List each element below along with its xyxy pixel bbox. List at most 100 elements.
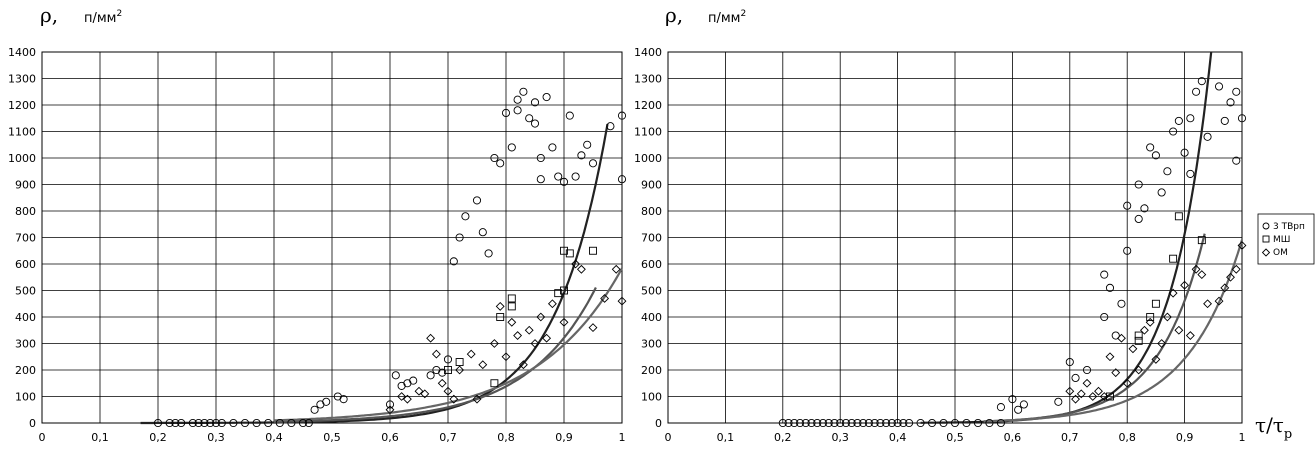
right-chart-diamond-point <box>1105 352 1115 362</box>
right-chart-xlabel: τ/τp <box>1255 413 1292 442</box>
left-chart-circle-point <box>264 418 273 428</box>
right-chart-circle-point <box>1065 357 1074 367</box>
right-chart-x-tick-label: 0,3 <box>831 431 849 444</box>
right-chart-y-tick-label: 900 <box>641 179 662 192</box>
right-chart-circle-point <box>916 418 925 428</box>
left-chart-x-tick-label: 0,8 <box>497 431 515 444</box>
left-chart-diamond-point <box>397 392 407 401</box>
left-chart-circle-point <box>275 418 284 428</box>
left-chart-x-tick-label: 0,7 <box>439 431 457 444</box>
right-chart-circle-point <box>985 418 994 428</box>
right-chart-x-tick-label: 0 <box>665 431 672 444</box>
right-chart-diamond-point <box>1231 264 1241 274</box>
left-chart-circle-point <box>554 172 563 181</box>
legend-label-1: МШ <box>1273 235 1290 245</box>
left-chart-circle-point <box>443 355 453 364</box>
left-chart-diamond-point <box>385 405 395 415</box>
right-chart-ticks: 0 0,1 0,2 0,3 0,4 0,5 0,6 0,7 0,8 0,9 1 0 100 200 300 4… <box>634 46 1246 444</box>
left-chart-diamond-point <box>547 299 557 309</box>
right-chart-circle-point <box>1123 201 1132 210</box>
right-chart-circle-point <box>1174 116 1183 125</box>
right-chart-y-tick-label: 800 <box>641 205 662 218</box>
right-chart-circle-point <box>1134 214 1143 223</box>
left-chart-x-tick-label: 0,5 <box>323 431 341 444</box>
right-chart-circle-point <box>1123 246 1132 255</box>
right-chart-circle-point <box>887 418 896 428</box>
right-chart-diamond-point <box>1117 333 1126 343</box>
left-chart-diamond-point <box>571 259 581 269</box>
right-chart-circle-point <box>1146 143 1155 152</box>
right-chart-circle-point <box>1134 180 1143 189</box>
left-chart-y-tick-label: 400 <box>15 311 36 324</box>
left-chart-circle-point <box>211 418 221 428</box>
left-chart-square-point <box>507 302 516 311</box>
right-chart-x-tick-label: 0,9 <box>1176 431 1194 444</box>
right-chart-circle-point <box>1157 188 1166 197</box>
left-chart-diamond-point <box>507 317 517 327</box>
left-chart-diamond-point <box>426 333 436 343</box>
right-chart-diamond-point <box>1088 392 1098 401</box>
left-chart-square-point <box>560 286 568 295</box>
right-chart-diamond-point <box>1122 378 1132 388</box>
left-chart-yunit: п/мм2 <box>84 9 122 26</box>
legend-box <box>1257 213 1315 265</box>
left-chart-circle-point <box>501 108 511 117</box>
left-chart-circle-point <box>287 418 296 428</box>
left-chart-circle-point <box>298 418 308 428</box>
left-chart-diamond-point <box>542 333 552 343</box>
right-chart-circle-point <box>927 418 937 428</box>
right-chart-square-point <box>1169 254 1178 263</box>
right-chart-circle-point <box>807 418 816 428</box>
right-chart-x-tick-label: 0,6 <box>1004 431 1022 444</box>
left-chart-circle-point <box>322 397 331 406</box>
right-chart-diamond-point <box>1151 354 1161 364</box>
left-chart-circle-point <box>583 140 592 149</box>
left-chart-square-point <box>560 246 568 255</box>
left-chart-x-tick-label: 0,1 <box>91 431 109 444</box>
right-chart-circle-point <box>836 418 845 428</box>
left-chart-circle-point <box>409 376 418 385</box>
right-chart-circle-point <box>1117 299 1126 308</box>
left-chart-y-tick-label: 800 <box>15 205 36 218</box>
right-chart-circle-point <box>876 418 885 428</box>
right-chart-diamond-point <box>1185 331 1195 340</box>
left-chart-circle-point <box>478 228 487 237</box>
right-chart-y-tick-label: 1300 <box>634 73 662 86</box>
left-chart-square-point <box>496 313 505 321</box>
right-chart-y-tick-label: 200 <box>641 364 662 377</box>
right-chart-circle-point <box>1105 283 1115 292</box>
right-chart-diamond-point <box>1111 368 1121 378</box>
left-chart-y-tick-label: 500 <box>15 285 36 298</box>
left-chart-square-point <box>589 246 597 255</box>
left-chart-x-tick-label: 0,9 <box>555 431 573 444</box>
left-chart-diamond-point <box>501 352 511 362</box>
left-chart-y-tick-label: 300 <box>15 338 36 351</box>
left-chart-circle-point <box>426 371 435 380</box>
left-chart-circle-point <box>339 395 348 404</box>
left-chart-x-tick-label: 1 <box>619 431 626 444</box>
left-chart-circle-point <box>304 418 313 428</box>
right-chart-circle-point <box>1169 127 1178 136</box>
left-chart-circle-point <box>559 177 569 186</box>
right-chart-diamond-point <box>1197 270 1207 280</box>
legend-label-2: ОМ <box>1273 248 1288 258</box>
left-chart-diamond-point <box>437 378 447 388</box>
right-chart-circle-point <box>1232 156 1241 165</box>
right-chart-grid <box>667 51 1243 424</box>
right-chart-y-tick-label: 100 <box>641 391 662 404</box>
left-chart-diamond-point <box>518 360 528 370</box>
right-chart-circle-point <box>1163 167 1172 176</box>
right-chart-circle-point <box>795 418 805 428</box>
legend-label-0: 3 ТВрп <box>1273 222 1305 232</box>
left-chart-diamond-point <box>617 296 627 306</box>
left-chart-diamond-point <box>513 331 523 340</box>
right-chart-diamond-point <box>1134 365 1144 375</box>
right-chart-y-tick-label: 1200 <box>634 99 662 112</box>
right-chart-diamond-point <box>1071 394 1080 404</box>
left-chart-circle-point <box>617 175 627 184</box>
left-chart-circle-point <box>461 212 470 221</box>
left-chart-diamond-point <box>466 349 476 359</box>
right-chart-x-tick-label: 0,2 <box>774 431 792 444</box>
right-chart-diamond-point <box>1145 317 1155 327</box>
right-chart-points <box>778 77 1247 428</box>
